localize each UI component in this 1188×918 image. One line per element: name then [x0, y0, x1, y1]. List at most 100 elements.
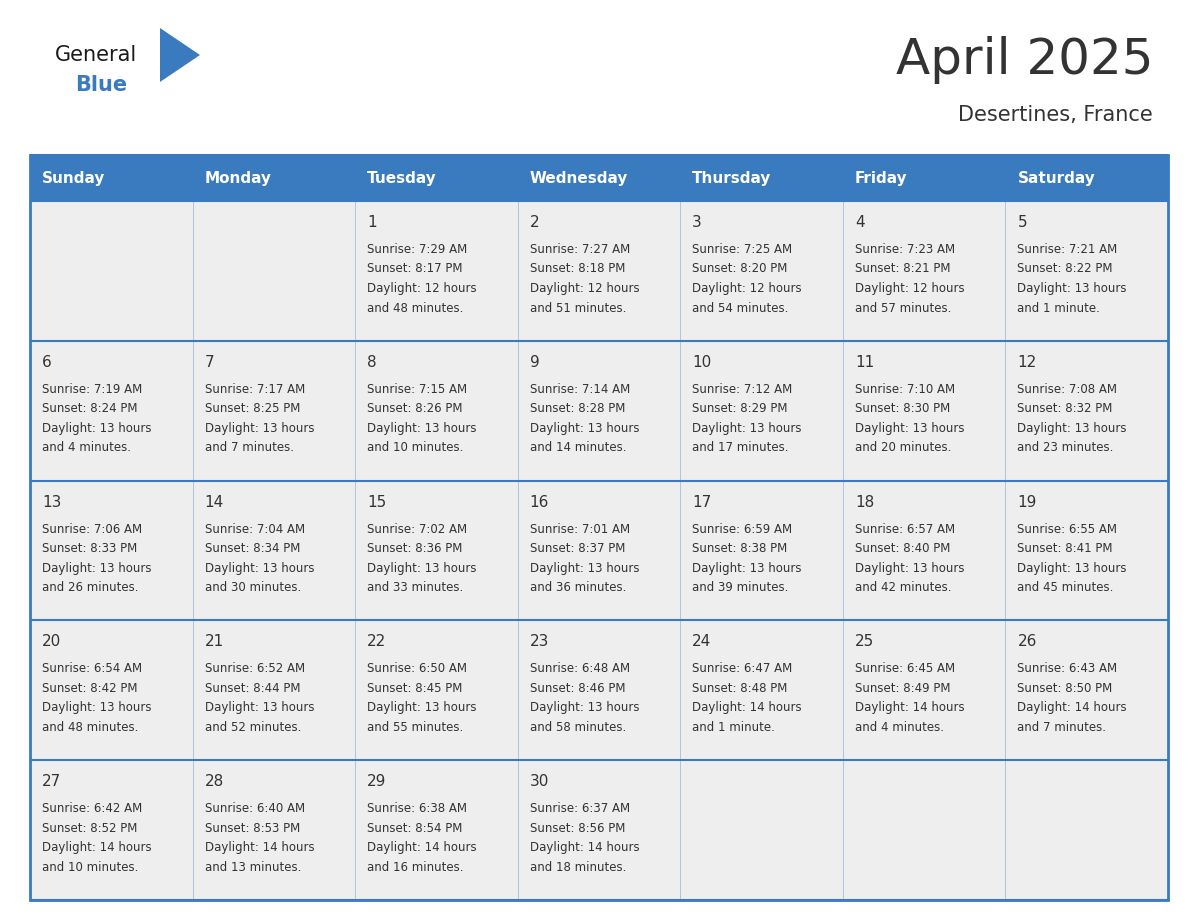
Text: and 51 minutes.: and 51 minutes.: [530, 301, 626, 315]
Bar: [192, 201, 355, 341]
Bar: [518, 481, 681, 621]
Text: 15: 15: [367, 495, 386, 509]
Bar: [355, 341, 518, 481]
Text: 27: 27: [42, 774, 62, 789]
Text: Daylight: 13 hours: Daylight: 13 hours: [855, 421, 965, 435]
Text: Sunset: 8:24 PM: Sunset: 8:24 PM: [42, 402, 138, 415]
Text: Daylight: 13 hours: Daylight: 13 hours: [530, 421, 639, 435]
Polygon shape: [160, 28, 200, 82]
Text: Daylight: 14 hours: Daylight: 14 hours: [693, 701, 802, 714]
Text: Sunrise: 6:40 AM: Sunrise: 6:40 AM: [204, 802, 304, 815]
Text: Daylight: 13 hours: Daylight: 13 hours: [42, 562, 152, 575]
Text: Sunrise: 6:38 AM: Sunrise: 6:38 AM: [367, 802, 467, 815]
Bar: [842, 760, 1005, 900]
Text: Daylight: 12 hours: Daylight: 12 hours: [693, 282, 802, 295]
Text: Sunrise: 7:01 AM: Sunrise: 7:01 AM: [530, 522, 630, 535]
Text: Sunset: 8:44 PM: Sunset: 8:44 PM: [204, 682, 301, 695]
Bar: [192, 155, 355, 201]
Text: Sunset: 8:53 PM: Sunset: 8:53 PM: [204, 822, 299, 834]
Text: Sunrise: 7:04 AM: Sunrise: 7:04 AM: [204, 522, 304, 535]
Bar: [842, 341, 1005, 481]
Text: Sunset: 8:41 PM: Sunset: 8:41 PM: [1017, 543, 1113, 555]
Text: Monday: Monday: [204, 171, 272, 185]
Text: 2: 2: [530, 215, 539, 230]
Bar: [30, 155, 192, 201]
Bar: [30, 760, 192, 900]
Text: 17: 17: [693, 495, 712, 509]
Text: Daylight: 13 hours: Daylight: 13 hours: [367, 421, 476, 435]
Text: 28: 28: [204, 774, 223, 789]
Text: Daylight: 14 hours: Daylight: 14 hours: [42, 841, 152, 855]
Text: Daylight: 13 hours: Daylight: 13 hours: [693, 421, 802, 435]
Text: Daylight: 13 hours: Daylight: 13 hours: [42, 701, 152, 714]
Text: Sunrise: 7:14 AM: Sunrise: 7:14 AM: [530, 383, 630, 396]
Text: Sunset: 8:38 PM: Sunset: 8:38 PM: [693, 543, 788, 555]
Text: Sunrise: 7:23 AM: Sunrise: 7:23 AM: [855, 243, 955, 256]
Text: Daylight: 13 hours: Daylight: 13 hours: [204, 562, 314, 575]
Bar: [518, 621, 681, 760]
Text: 22: 22: [367, 634, 386, 649]
Text: Sunset: 8:29 PM: Sunset: 8:29 PM: [693, 402, 788, 415]
Text: Sunset: 8:17 PM: Sunset: 8:17 PM: [367, 263, 462, 275]
Text: 14: 14: [204, 495, 223, 509]
Bar: [1005, 201, 1168, 341]
Text: Sunrise: 7:25 AM: Sunrise: 7:25 AM: [693, 243, 792, 256]
Text: Sunset: 8:46 PM: Sunset: 8:46 PM: [530, 682, 625, 695]
Bar: [355, 481, 518, 621]
Text: Sunset: 8:33 PM: Sunset: 8:33 PM: [42, 543, 138, 555]
Text: and 20 minutes.: and 20 minutes.: [855, 442, 952, 454]
Text: 13: 13: [42, 495, 62, 509]
Text: 12: 12: [1017, 354, 1037, 370]
Text: Sunrise: 7:29 AM: Sunrise: 7:29 AM: [367, 243, 467, 256]
Text: 6: 6: [42, 354, 52, 370]
Text: 5: 5: [1017, 215, 1028, 230]
Bar: [355, 621, 518, 760]
Text: 21: 21: [204, 634, 223, 649]
Text: Daylight: 13 hours: Daylight: 13 hours: [1017, 282, 1127, 295]
Text: Sunset: 8:56 PM: Sunset: 8:56 PM: [530, 822, 625, 834]
Text: Sunset: 8:52 PM: Sunset: 8:52 PM: [42, 822, 138, 834]
Text: Sunset: 8:42 PM: Sunset: 8:42 PM: [42, 682, 138, 695]
Text: 24: 24: [693, 634, 712, 649]
Bar: [681, 481, 842, 621]
Text: and 42 minutes.: and 42 minutes.: [855, 581, 952, 594]
Text: and 45 minutes.: and 45 minutes.: [1017, 581, 1114, 594]
Text: Daylight: 14 hours: Daylight: 14 hours: [855, 701, 965, 714]
Text: and 36 minutes.: and 36 minutes.: [530, 581, 626, 594]
Text: Sunset: 8:36 PM: Sunset: 8:36 PM: [367, 543, 462, 555]
Text: 10: 10: [693, 354, 712, 370]
Text: and 30 minutes.: and 30 minutes.: [204, 581, 301, 594]
Text: 23: 23: [530, 634, 549, 649]
Text: Daylight: 13 hours: Daylight: 13 hours: [1017, 562, 1127, 575]
Text: and 14 minutes.: and 14 minutes.: [530, 442, 626, 454]
Text: Daylight: 14 hours: Daylight: 14 hours: [530, 841, 639, 855]
Text: and 48 minutes.: and 48 minutes.: [42, 721, 138, 733]
Text: Sunrise: 7:17 AM: Sunrise: 7:17 AM: [204, 383, 305, 396]
Text: Sunrise: 7:08 AM: Sunrise: 7:08 AM: [1017, 383, 1118, 396]
Bar: [681, 155, 842, 201]
Bar: [30, 201, 192, 341]
Text: and 1 minute.: and 1 minute.: [1017, 301, 1100, 315]
Text: 8: 8: [367, 354, 377, 370]
Text: Sunday: Sunday: [42, 171, 106, 185]
Text: Daylight: 12 hours: Daylight: 12 hours: [530, 282, 639, 295]
Text: Daylight: 13 hours: Daylight: 13 hours: [1017, 421, 1127, 435]
Text: Daylight: 13 hours: Daylight: 13 hours: [530, 701, 639, 714]
Text: Sunset: 8:18 PM: Sunset: 8:18 PM: [530, 263, 625, 275]
Text: Daylight: 13 hours: Daylight: 13 hours: [204, 701, 314, 714]
Text: Sunrise: 7:02 AM: Sunrise: 7:02 AM: [367, 522, 467, 535]
Text: Daylight: 13 hours: Daylight: 13 hours: [42, 421, 152, 435]
Bar: [355, 760, 518, 900]
Bar: [192, 341, 355, 481]
Text: Sunrise: 7:19 AM: Sunrise: 7:19 AM: [42, 383, 143, 396]
Text: and 39 minutes.: and 39 minutes.: [693, 581, 789, 594]
Text: and 33 minutes.: and 33 minutes.: [367, 581, 463, 594]
Text: and 13 minutes.: and 13 minutes.: [204, 861, 301, 874]
Bar: [192, 621, 355, 760]
Text: Sunset: 8:28 PM: Sunset: 8:28 PM: [530, 402, 625, 415]
Bar: [355, 201, 518, 341]
Text: and 57 minutes.: and 57 minutes.: [855, 301, 952, 315]
Text: 30: 30: [530, 774, 549, 789]
Text: Sunrise: 7:06 AM: Sunrise: 7:06 AM: [42, 522, 143, 535]
Bar: [192, 760, 355, 900]
